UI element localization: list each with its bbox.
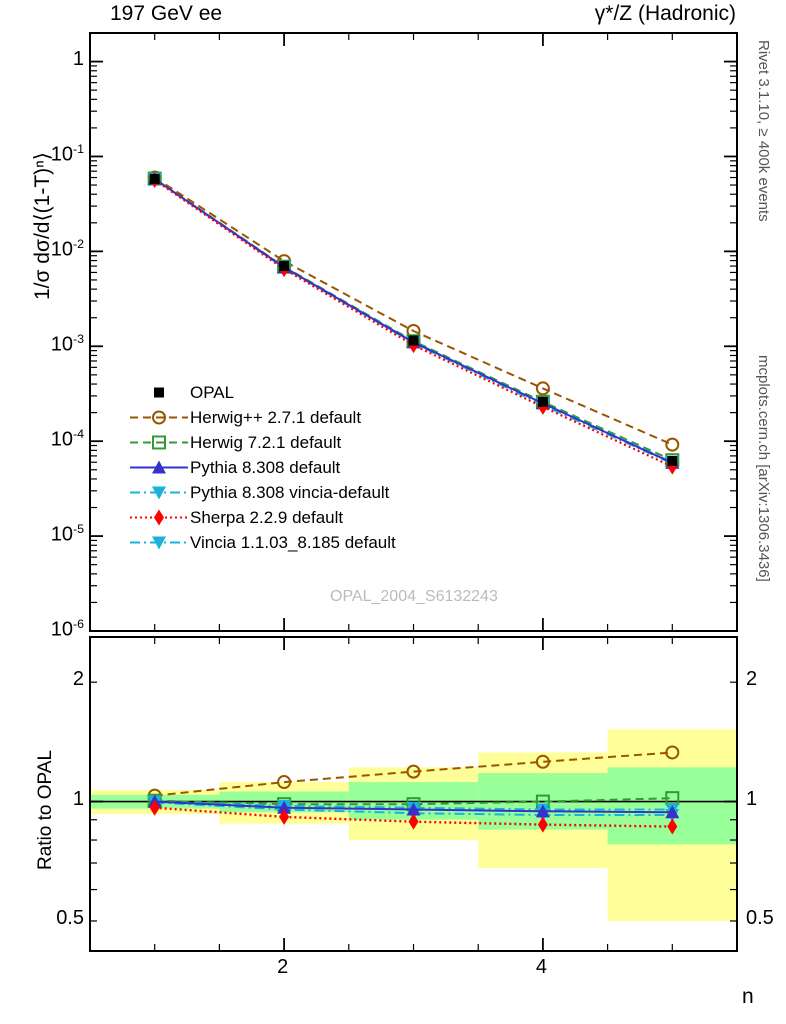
data-marker xyxy=(279,808,290,825)
legend-item: Pythia 8.308 default xyxy=(128,455,396,480)
legend-marker-icon xyxy=(130,410,188,425)
data-marker xyxy=(408,813,419,830)
legend-marker-icon xyxy=(130,435,188,450)
data-marker xyxy=(277,800,292,814)
data-marker xyxy=(535,381,550,396)
y-tick-label-main: 10-3 xyxy=(50,332,84,356)
data-marker xyxy=(279,261,290,272)
legend-key-pythia xyxy=(128,455,190,480)
data-marker xyxy=(665,745,680,760)
legend-marker-icon xyxy=(130,536,188,550)
legend: OPAL Herwig++ 2.7.1 default Herwig 7.2.1 d… xyxy=(128,380,396,555)
legend-key-herwigpp xyxy=(128,405,190,430)
data-marker xyxy=(665,437,680,452)
legend-marker-icon xyxy=(130,486,188,500)
ratio-line-pythia_vincia xyxy=(154,800,673,811)
y-tick-label-main: 10-1 xyxy=(50,142,84,167)
data-marker xyxy=(277,775,292,790)
legend-key-vincia xyxy=(128,530,190,555)
analysis-watermark: OPAL_2004_S6132243 xyxy=(330,588,498,605)
y-tick-label-main: 1 xyxy=(72,47,84,70)
y-tick-label-ratio-right: 0.5 xyxy=(746,906,774,929)
legend-item: Sherpa 2.2.9 default xyxy=(128,505,396,530)
ratio-line-herwig7 xyxy=(154,797,673,806)
data-marker xyxy=(667,455,678,466)
data-marker xyxy=(152,410,166,425)
data-marker xyxy=(535,804,550,818)
data-marker xyxy=(152,435,166,450)
legend-label: Herwig++ 2.7.1 default xyxy=(190,407,362,427)
legend-label: OPAL xyxy=(190,382,235,402)
y-tick-label-ratio-right: 1 xyxy=(746,787,758,810)
data-marker xyxy=(406,802,421,816)
header-right-label: γ*/Z (Hadronic) xyxy=(594,2,736,25)
data-marker xyxy=(535,754,550,769)
legend-key-data xyxy=(128,380,190,405)
legend-key-pythia_vincia xyxy=(128,480,190,505)
legend-marker-icon xyxy=(130,460,188,474)
y-tick-label-ratio: 1 xyxy=(72,787,84,810)
y-tick-label-main: 10-6 xyxy=(50,617,84,641)
data-marker xyxy=(408,335,419,346)
y-tick-label-ratio: 2 xyxy=(72,668,84,691)
ratio-line-sherpa xyxy=(154,806,673,828)
x-tick-label: 4 xyxy=(535,956,548,978)
legend-marker-icon xyxy=(154,387,164,398)
data-marker xyxy=(406,764,421,779)
data-marker xyxy=(152,536,166,550)
y-tick-label-ratio: 0.5 xyxy=(56,906,84,929)
y-tick-label-main: 10-2 xyxy=(50,237,84,262)
data-marker xyxy=(537,816,548,833)
data-marker xyxy=(154,509,164,526)
data-marker xyxy=(152,486,166,500)
series-line-herwigpp xyxy=(154,176,673,446)
legend-item: Herwig++ 2.7.1 default xyxy=(128,405,396,430)
y-tick-label-main: 10-4 xyxy=(50,427,84,451)
legend-item: OPAL xyxy=(128,380,396,405)
header-left-label: 197 GeV ee xyxy=(110,2,223,25)
ratio-line-herwigpp xyxy=(154,751,673,797)
y-tick-label-main: 10-5 xyxy=(50,522,84,546)
legend-label: Sherpa 2.2.9 default xyxy=(190,507,344,527)
data-marker xyxy=(667,818,678,835)
legend-label: Herwig 7.2.1 default xyxy=(190,432,342,452)
data-marker xyxy=(149,173,160,184)
legend-label: Vincia 1.1.03_8.185 default xyxy=(190,532,396,552)
y-tick-label-ratio-right: 2 xyxy=(746,668,758,691)
legend-key-herwig7 xyxy=(128,430,190,455)
legend-item: Pythia 8.308 vincia-default xyxy=(128,480,396,505)
legend-label: Pythia 8.308 vincia-default xyxy=(190,482,390,502)
data-marker xyxy=(149,799,160,816)
ratio-panel xyxy=(89,636,738,952)
legend-item: Vincia 1.1.03_8.185 default xyxy=(128,530,396,555)
ratio-line-vincia xyxy=(154,801,673,816)
data-marker xyxy=(665,805,680,819)
legend-key-sherpa xyxy=(128,505,190,530)
legend-marker-icon xyxy=(130,509,188,526)
x-axis-title: n xyxy=(742,985,754,1008)
main-panel xyxy=(89,32,738,632)
data-marker xyxy=(152,460,166,474)
legend-label: Pythia 8.308 default xyxy=(190,457,341,477)
legend-item: Herwig 7.2.1 default xyxy=(128,430,396,455)
data-marker xyxy=(537,396,548,407)
x-tick-label: 2 xyxy=(277,956,289,978)
data-marker xyxy=(154,387,164,398)
